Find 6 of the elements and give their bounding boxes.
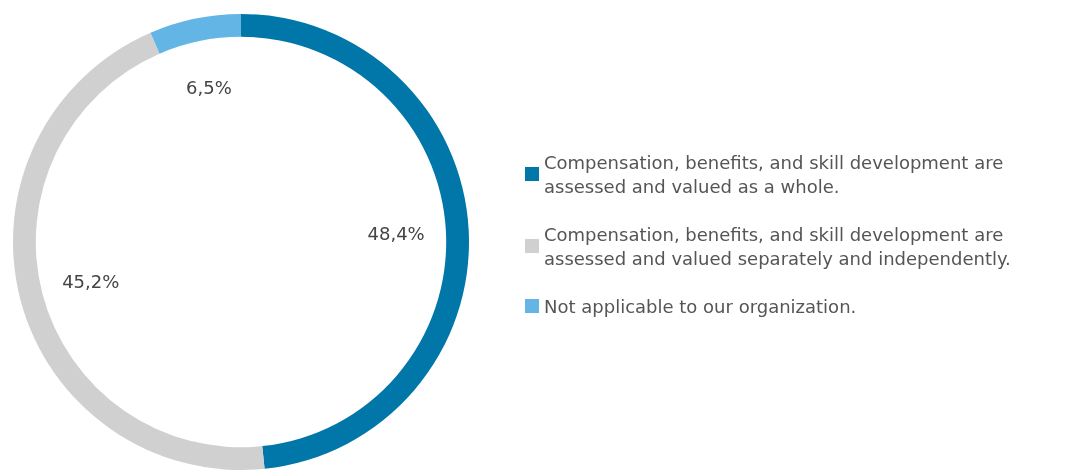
data-label: 45,2%	[62, 270, 120, 292]
data-label: 6,5%	[186, 76, 232, 98]
legend-label: Not applicable to our organization.	[544, 295, 857, 317]
legend-label: Compensation, benefits, and skill development are assessed and valued as a whole.	[544, 151, 1009, 197]
data-label: 48,4%	[367, 223, 425, 245]
legend-label: Compensation, benefits, and skill development are assessed and valued separately and independently.	[544, 223, 1011, 269]
